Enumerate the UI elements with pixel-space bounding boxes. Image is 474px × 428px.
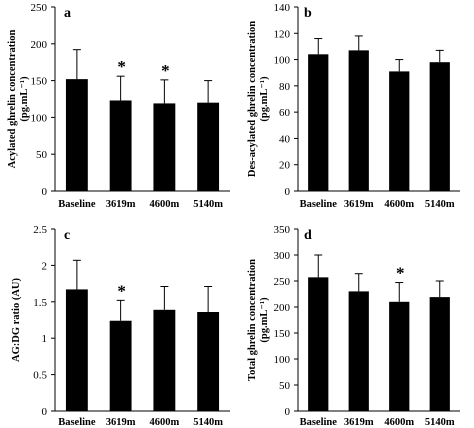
y-axis-title: Acylated ghrelin concentration(pg.mL⁻¹) — [7, 30, 30, 169]
y-tick-label: 1.5 — [33, 297, 47, 309]
y-tick-label: 300 — [274, 250, 291, 262]
y-tick-label: 0 — [285, 406, 291, 418]
bar-3619m — [348, 50, 369, 191]
bar-baseline — [308, 54, 329, 191]
y-axis-title-text: Acylated ghrelin concentration — [7, 30, 18, 169]
bar-5140m — [429, 62, 450, 192]
y-tick-label: 150 — [31, 76, 48, 88]
y-tick-label: 200 — [31, 39, 48, 51]
x-category-label: 5140m — [193, 199, 223, 210]
y-tick-label: 20 — [279, 160, 291, 172]
y-tick-label: 0 — [42, 406, 48, 418]
x-category-label: 3619m — [106, 199, 136, 210]
x-category-label: 5140m — [193, 417, 223, 428]
y-tick-label: 100 — [274, 55, 291, 67]
bar-5140m — [429, 297, 450, 411]
bar-4600m — [153, 309, 176, 411]
y-tick-label: 100 — [274, 354, 291, 366]
x-category-label: 3619m — [344, 199, 374, 210]
y-axis-unit: (pg.mL⁻¹) — [19, 76, 30, 122]
y-tick-label: 120 — [274, 28, 291, 40]
y-tick-label: 1 — [42, 333, 48, 345]
y-tick-label: 2.5 — [33, 224, 47, 236]
x-category-label: Baseline — [300, 417, 338, 428]
y-axis-title-text: AG:DG ratio (AU) — [11, 278, 22, 362]
bar-5140m — [197, 311, 220, 411]
y-tick-label: 350 — [274, 224, 291, 236]
y-tick-label: 0.5 — [33, 370, 47, 382]
y-tick-label: 140 — [274, 2, 291, 14]
y-tick-label: 0 — [285, 186, 291, 198]
chart-panel-d: 0 50 100 150 200 250 300 350 Total ghrelin conce… — [247, 224, 460, 428]
y-axis-title: AG:DG ratio (AU) — [11, 278, 22, 362]
x-category-label: 5140m — [425, 417, 455, 428]
y-axis-unit: (pg.mL⁻¹) — [259, 76, 270, 122]
y-tick-label: 60 — [279, 107, 291, 119]
y-axis-unit: (pg.mL⁻¹) — [259, 297, 270, 343]
bar-3619m — [109, 320, 132, 411]
panel-letter: c — [64, 228, 70, 243]
chart-panel-a: 0 50 100 150 200 250 Acylated ghrelin concentr… — [7, 2, 230, 210]
bar-baseline — [308, 277, 329, 411]
significance-marker: * — [396, 264, 405, 283]
bar-4600m — [389, 71, 410, 191]
y-tick-label: 40 — [279, 133, 291, 145]
significance-marker: * — [117, 281, 126, 300]
significance-marker: * — [161, 61, 170, 80]
y-tick-label: 0 — [42, 186, 48, 198]
panel-letter: d — [304, 228, 312, 243]
x-category-label: 4600m — [384, 417, 414, 428]
bar-3619m — [109, 100, 132, 191]
chart-panel-b: 0 20 40 60 80 100 120 140 Des-acylated ghrelin c… — [247, 2, 460, 210]
y-tick-label: 150 — [274, 328, 291, 340]
y-axis-title-text: Des-acylated ghrelin concentration — [247, 21, 258, 177]
y-tick-label: 50 — [36, 149, 48, 161]
y-tick-label: 250 — [274, 276, 291, 288]
y-tick-label: 200 — [274, 302, 291, 314]
bar-3619m — [348, 291, 369, 411]
bar-5140m — [197, 102, 220, 191]
x-category-label: 4600m — [150, 199, 180, 210]
y-tick-label: 100 — [31, 112, 48, 124]
y-axis-title-text: Total ghrelin concentration — [247, 259, 258, 381]
bar-4600m — [389, 301, 410, 411]
y-axis-title: Des-acylated ghrelin concentration(pg.mL… — [247, 21, 270, 177]
y-tick-label: 250 — [31, 2, 48, 14]
x-category-label: Baseline — [58, 417, 96, 428]
y-tick-label: 50 — [279, 380, 291, 392]
x-category-label: 3619m — [106, 417, 136, 428]
x-category-label: 5140m — [425, 199, 455, 210]
significance-marker: * — [117, 57, 126, 76]
y-tick-label: 80 — [279, 81, 291, 93]
bar-4600m — [153, 103, 176, 191]
bar-baseline — [65, 79, 88, 191]
x-category-label: 4600m — [150, 417, 180, 428]
x-category-label: Baseline — [58, 199, 96, 210]
y-axis-title: Total ghrelin concentration(pg.mL⁻¹) — [247, 259, 270, 381]
x-category-label: 3619m — [344, 417, 374, 428]
y-tick-label: 2 — [42, 260, 48, 272]
bar-baseline — [65, 289, 88, 411]
chart-panel-c: 0 0.5 1 1.5 2 2.5 AG:DG ratio (AU) c Baseline * 36… — [11, 224, 230, 428]
x-category-label: Baseline — [300, 199, 338, 210]
x-category-label: 4600m — [384, 199, 414, 210]
panel-letter: a — [64, 6, 71, 21]
panel-letter: b — [304, 6, 312, 21]
